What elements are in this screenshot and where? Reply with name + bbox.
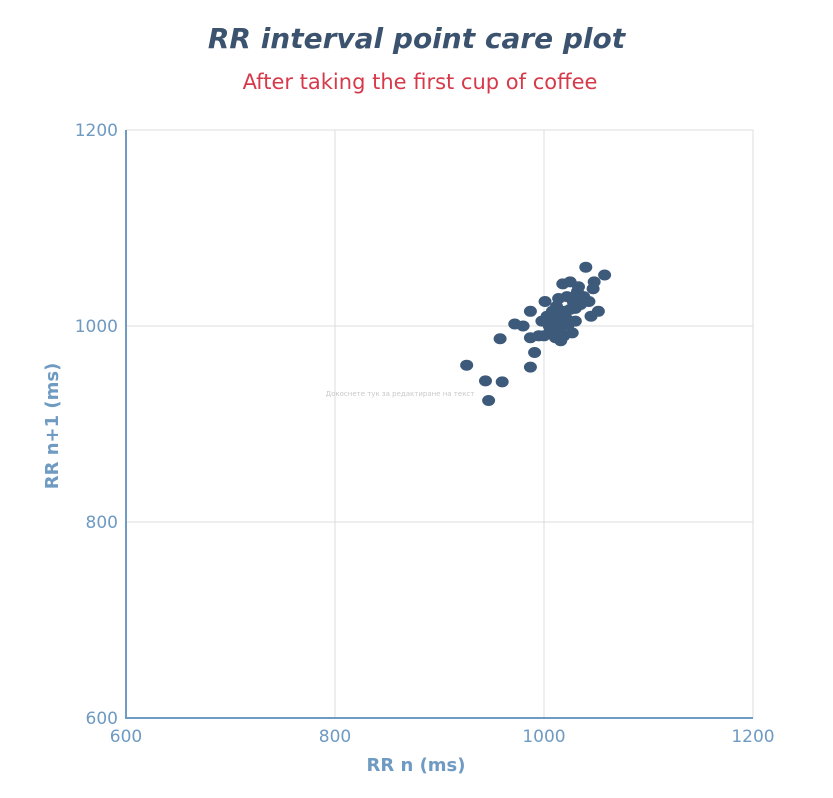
axes [125,130,753,719]
data-point [559,312,573,324]
data-point [571,281,585,293]
x-tick-label: 600 [110,727,142,747]
x-tick-label: 800 [319,727,351,747]
data-point [538,296,552,307]
y-tick-label: 600 [86,709,118,729]
data-point [516,320,530,332]
y-tick-label: 1000 [75,317,118,337]
x-tick-label: 1200 [731,727,774,747]
data-point [528,346,542,358]
data-point [460,359,474,371]
data-point [591,305,605,317]
data-point [537,330,551,342]
data-point [568,302,582,314]
data-point [523,305,537,317]
grid [126,129,754,718]
chart-title: RR interval point care plot [207,22,626,55]
y-axis-title: RR n+1 (ms) [42,363,63,490]
data-point [579,261,593,273]
data-point [598,269,612,281]
data-point [482,394,496,406]
data-point [565,327,579,339]
data-point [478,375,492,387]
tick-labels: 600 800 1000 1200 600 800 1000 1200 [75,121,775,747]
x-axis-title: RR n (ms) [367,755,466,776]
data-point [523,361,537,373]
data-point [582,296,596,307]
chart-subtitle: After taking the first cup of coffee [242,70,598,94]
x-tick-label: 1000 [522,727,565,747]
data-point [495,376,509,388]
data-point [493,333,507,345]
data-point [554,335,568,347]
placeholder-note: Докоснете тук за редактиране на текст [326,390,475,398]
y-tick-label: 1200 [75,121,118,141]
y-tick-label: 800 [86,513,118,533]
data-point [587,276,601,288]
data-points [460,261,612,406]
